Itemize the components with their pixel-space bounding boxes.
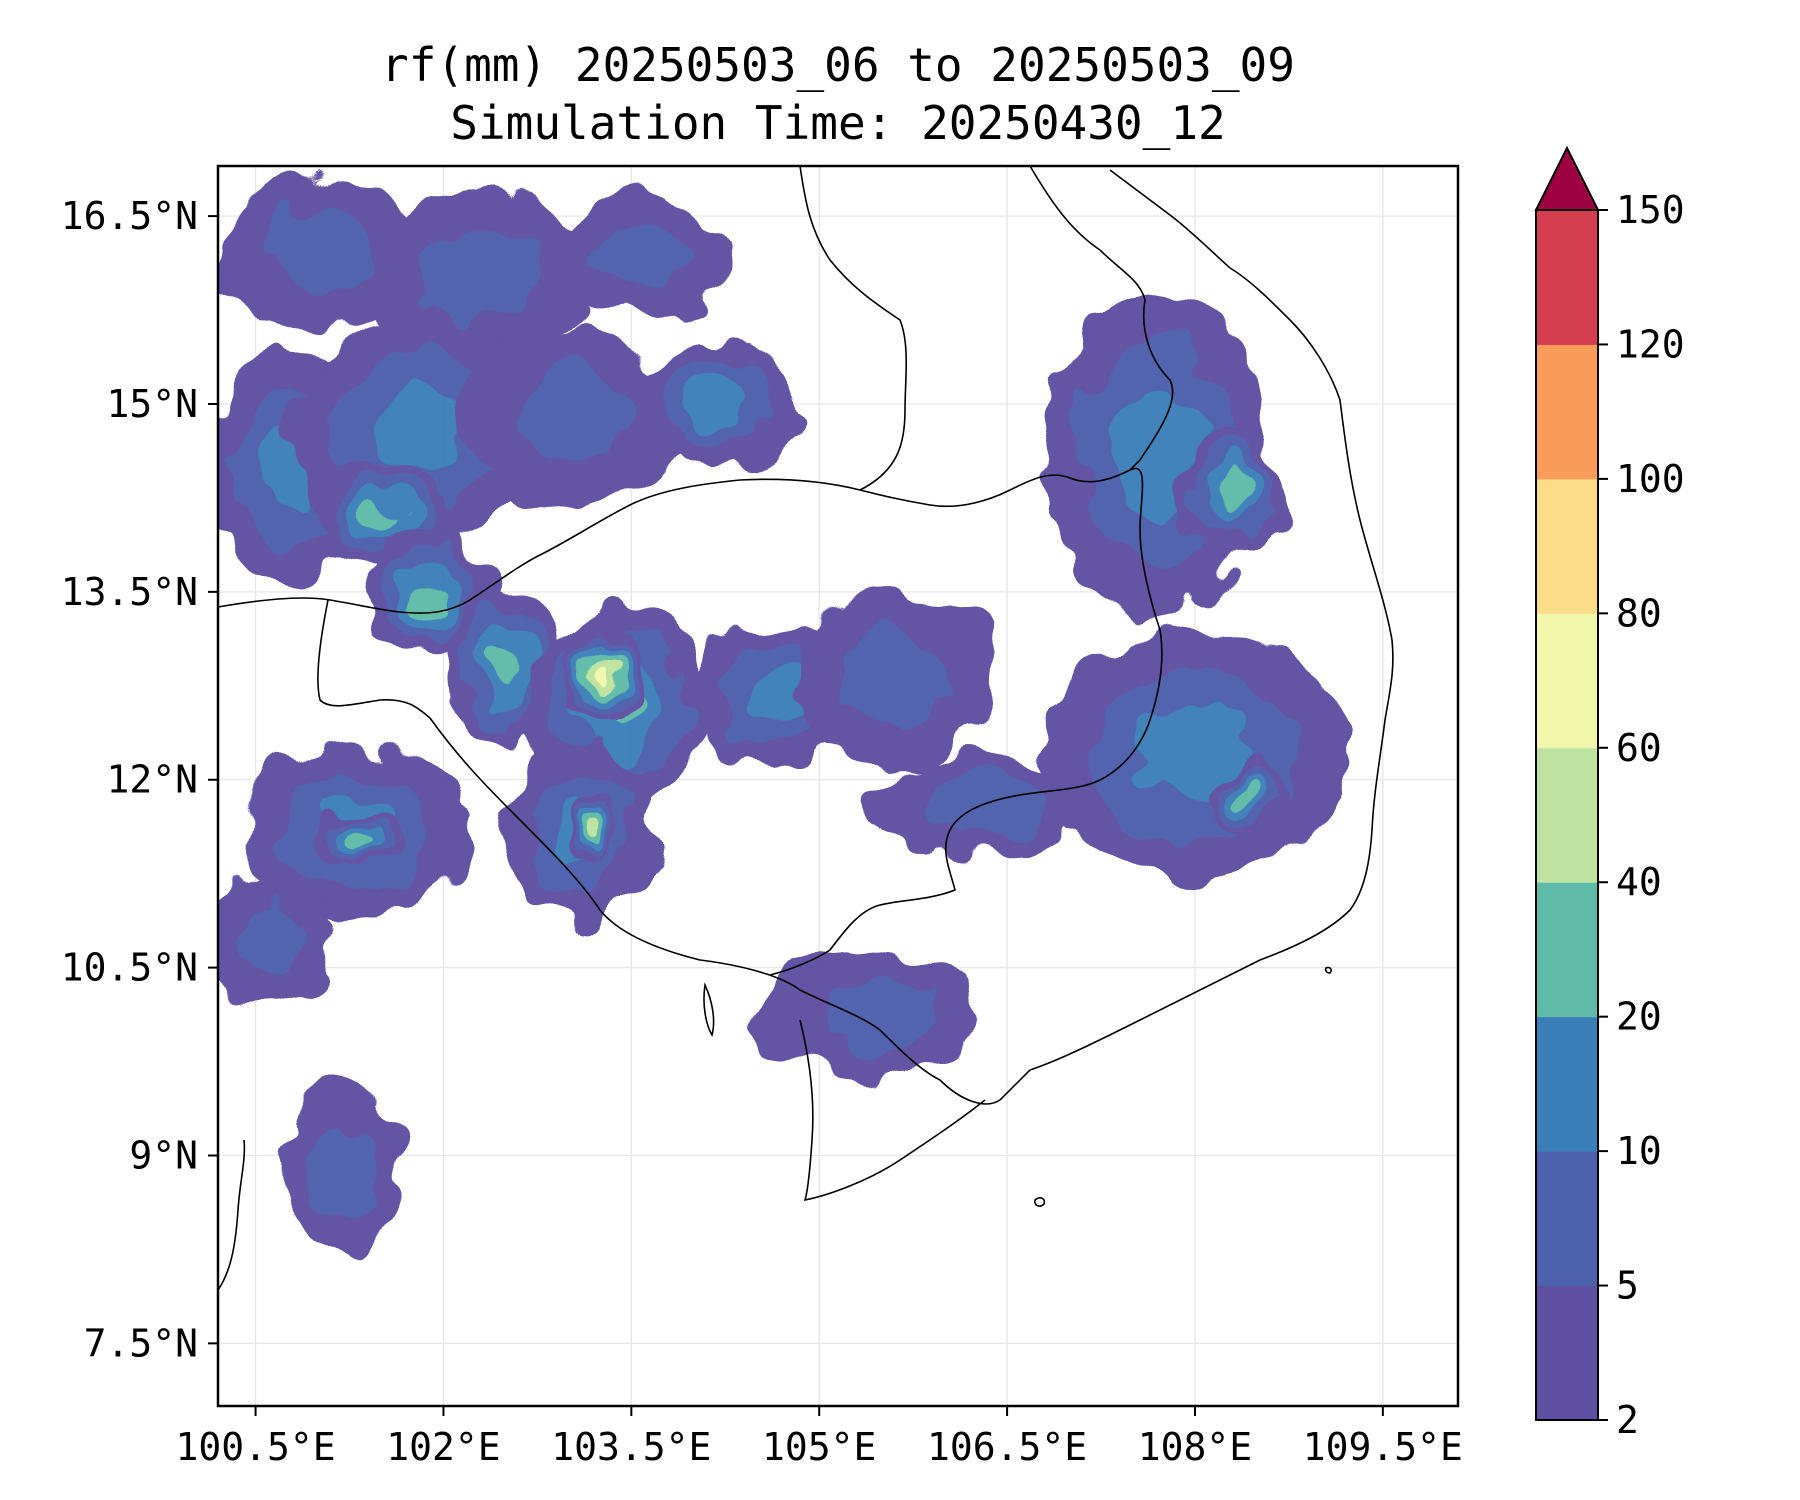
colorbar-tick-label: 40: [1616, 860, 1662, 904]
rain-cell-level-3: [341, 835, 371, 850]
island-phu-quoc: [703, 982, 715, 1038]
y-tick-label: 13.5°N: [61, 570, 198, 614]
rain-cell-level-2: [371, 386, 466, 472]
colorbar-tick-label: 120: [1616, 322, 1685, 366]
coastline-vietnam-south: [1029, 639, 1394, 1071]
y-tick-label: 12°N: [106, 758, 198, 802]
colorbar-tick-label: 20: [1616, 995, 1662, 1039]
colorbar-frame: [1535, 209, 1599, 1421]
rain-cell-level-1: [233, 908, 303, 977]
rain-cell-level-5: [599, 669, 614, 690]
colorbar: 2 5 10 20 40 60 80 100 120 150: [1534, 145, 1685, 1442]
x-tick-label: 108°E: [1138, 1425, 1252, 1469]
border-laos-vietnam: [1029, 166, 1174, 471]
rain-cell-level-1: [309, 1120, 378, 1216]
x-tick-label: 103.5°E: [551, 1425, 711, 1469]
rain-cell-level-4: [587, 821, 600, 839]
y-tick-label: 7.5°N: [84, 1321, 198, 1365]
colorbar-tick-label: 2: [1616, 1398, 1639, 1442]
y-tick-label: 10.5°N: [61, 946, 198, 990]
x-tick-label: 100.5°E: [175, 1425, 335, 1469]
colorbar-tick-label: 80: [1616, 591, 1662, 635]
rain-cell-level-3: [1234, 781, 1256, 803]
rain-cell-level-1: [839, 631, 950, 728]
border-thailand-cambodia: [218, 478, 861, 614]
colorbar-segment: [1536, 1285, 1598, 1421]
colorbar-segment: [1536, 882, 1598, 1018]
colorbar-segment: [1536, 1016, 1598, 1152]
y-tick-label: 9°N: [129, 1133, 198, 1177]
colorbar-segment: [1536, 747, 1598, 883]
coastline-cambodia-vietnam: [429, 717, 1031, 1105]
coastline-vietnam-central: [1229, 267, 1393, 641]
rain-cell-level-1: [263, 212, 373, 295]
rain-cell-level-3: [488, 645, 524, 689]
rain-cell-level-1: [507, 368, 631, 465]
rain-cell-level-3: [413, 573, 449, 610]
coastline-thailand-east: [218, 1139, 246, 1291]
rain-cell-level-1: [419, 230, 543, 327]
colorbar-tick-label: 10: [1616, 1129, 1662, 1173]
colorbar-segment: [1536, 344, 1598, 480]
x-tick-label: 105°E: [762, 1425, 876, 1469]
colorbar-tick-label: 60: [1616, 726, 1662, 770]
rain-cell-level-1: [596, 219, 692, 288]
island-small-1: [1034, 1197, 1046, 1207]
colorbar-segment: [1536, 478, 1598, 614]
colorbar-tick-label: 5: [1616, 1264, 1639, 1308]
plot-title-line-1: rf(mm) 20250503_06 to 20250503_09: [381, 38, 1295, 92]
coastline-vietnam-north: [1109, 169, 1231, 269]
rain-cell-level-1: [807, 983, 931, 1052]
x-tick-label: 109.5°E: [1303, 1425, 1463, 1469]
colorbar-segment: [1536, 1151, 1598, 1287]
y-tick-label: 16.5°N: [61, 194, 198, 238]
rain-cell-level-3: [1218, 473, 1247, 510]
y-axis: 16.5°N 15°N 13.5°N 12°N 10.5°N 9°N 7.5°N: [61, 194, 218, 1365]
x-axis: 100.5°E 102°E 103.5°E 105°E 106.5°E 108°E 109.…: [175, 1406, 1463, 1469]
y-tick-label: 15°N: [106, 382, 198, 426]
colorbar-tick-label: 100: [1616, 457, 1685, 501]
island-small-2: [1324, 966, 1333, 974]
x-tick-label: 102°E: [386, 1425, 500, 1469]
x-tick-label: 106.5°E: [927, 1425, 1087, 1469]
rain-cell-level-2: [1115, 393, 1200, 516]
plot-title-line-2: Simulation Time: 20250430_12: [450, 96, 1226, 150]
colorbar-segment: [1536, 613, 1598, 749]
coastlines-and-borders: [218, 166, 1394, 1291]
coastline-mekong-delta: [799, 1019, 986, 1202]
colorbar-tick-label: 150: [1616, 188, 1685, 232]
map-frame: [216, 164, 1460, 1408]
colorbar-segment: [1536, 210, 1598, 345]
border-cambodia-vietnam: [769, 467, 1163, 976]
rainfall-contours: [218, 178, 1346, 1256]
border-laos-thailand: [799, 166, 908, 491]
rain-cell-level-2: [690, 380, 748, 428]
colorbar-extend-arrow: [1534, 145, 1600, 211]
border-thailand-west: [317, 599, 431, 719]
rain-cell-level-3: [362, 502, 399, 532]
